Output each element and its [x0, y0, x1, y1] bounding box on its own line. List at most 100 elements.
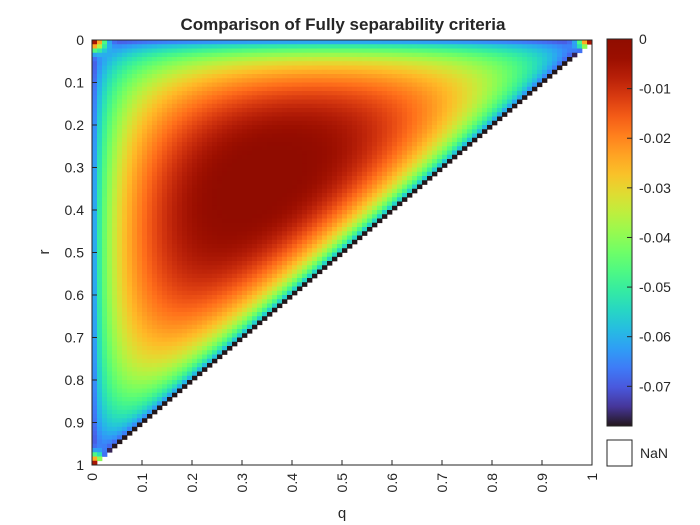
heatmap-cell	[387, 48, 393, 54]
heatmap-cell	[232, 99, 238, 105]
heatmap-cell	[387, 159, 393, 164]
heatmap-cell	[382, 150, 388, 156]
heatmap-cell	[417, 44, 423, 49]
heatmap-cell	[97, 286, 103, 292]
heatmap-cell	[412, 65, 418, 71]
heatmap-cell	[172, 341, 178, 347]
heatmap-cell	[307, 61, 313, 66]
heatmap-cell	[202, 137, 208, 143]
heatmap-cell	[257, 82, 263, 88]
heatmap-cell	[397, 142, 403, 147]
heatmap-cell	[287, 40, 293, 45]
heatmap-cell	[117, 405, 123, 411]
heatmap-cell	[242, 333, 248, 338]
heatmap-cell	[267, 269, 273, 275]
heatmap-cell	[547, 44, 553, 49]
heatmap-cell	[137, 146, 143, 151]
heatmap-cell	[262, 184, 268, 190]
heatmap-cell	[457, 125, 463, 130]
heatmap-cell	[97, 354, 103, 360]
heatmap-cell	[227, 159, 233, 164]
heatmap-cell	[177, 371, 183, 377]
heatmap-cell	[357, 150, 363, 156]
heatmap-cell	[197, 278, 203, 283]
heatmap-cell	[312, 159, 318, 164]
heatmap-cell	[112, 414, 118, 419]
heatmap-cell	[97, 367, 103, 372]
heatmap-cell	[287, 99, 293, 105]
heatmap-cell	[347, 231, 353, 236]
heatmap-cell	[182, 171, 188, 177]
heatmap-cell	[122, 397, 128, 402]
heatmap-cell	[497, 48, 503, 54]
heatmap-cell	[417, 78, 423, 83]
heatmap-cell	[192, 273, 198, 279]
heatmap-cell	[107, 265, 113, 270]
heatmap-cell	[282, 299, 288, 304]
heatmap-cell	[132, 103, 138, 109]
heatmap-cell	[142, 324, 148, 330]
heatmap-cell	[272, 146, 278, 151]
heatmap-cell	[177, 278, 183, 283]
heatmap-cell	[232, 329, 238, 334]
heatmap-cell	[152, 265, 158, 270]
heatmap-cell	[232, 252, 238, 258]
heatmap-cell	[167, 354, 173, 360]
heatmap-cell	[427, 108, 433, 113]
heatmap-cell	[197, 367, 203, 372]
heatmap-cell	[447, 82, 453, 88]
heatmap-cell	[302, 205, 308, 211]
heatmap-cell	[307, 278, 313, 283]
heatmap-cell	[197, 329, 203, 334]
heatmap-cell	[332, 231, 338, 236]
heatmap-cell	[297, 44, 303, 49]
heatmap-cell	[102, 290, 108, 296]
heatmap-cell	[227, 269, 233, 275]
heatmap-cell	[142, 286, 148, 292]
heatmap-cell	[372, 163, 378, 168]
heatmap-cell	[247, 210, 253, 215]
heatmap-cell	[167, 316, 173, 321]
heatmap-cell	[347, 82, 353, 88]
heatmap-cell	[222, 61, 228, 66]
heatmap-cell	[237, 74, 243, 79]
heatmap-cell	[317, 210, 323, 215]
heatmap-cell	[112, 273, 118, 279]
heatmap-cell	[312, 261, 318, 266]
heatmap-cell	[207, 282, 213, 287]
heatmap-cell	[402, 176, 408, 181]
heatmap-cell	[167, 142, 173, 147]
heatmap-cell	[187, 78, 193, 83]
heatmap-cell	[177, 69, 183, 75]
heatmap-cell	[122, 150, 128, 156]
heatmap-cell	[352, 180, 358, 185]
heatmap-cell	[272, 74, 278, 79]
heatmap-cell	[92, 133, 98, 139]
heatmap-cell	[202, 350, 208, 355]
heatmap-cell	[407, 112, 413, 117]
heatmap-cell	[97, 282, 103, 287]
heatmap-cell	[352, 103, 358, 109]
heatmap-cell	[157, 142, 163, 147]
heatmap-cell	[332, 167, 338, 173]
heatmap-cell	[192, 358, 198, 364]
heatmap-cell	[182, 312, 188, 317]
heatmap-cell	[177, 337, 183, 343]
heatmap-cell	[297, 227, 303, 232]
heatmap-cell	[332, 44, 338, 49]
heatmap-cell	[292, 265, 298, 270]
heatmap-cell	[257, 40, 263, 45]
heatmap-cell	[342, 227, 348, 232]
heatmap-cell	[182, 176, 188, 181]
heatmap-cell	[222, 286, 228, 292]
heatmap-cell	[127, 52, 133, 58]
heatmap-cell	[337, 167, 343, 173]
heatmap-cell	[102, 397, 108, 402]
heatmap-cell	[282, 91, 288, 96]
heatmap-cell	[122, 252, 128, 258]
heatmap-cell	[302, 137, 308, 143]
heatmap-cell	[167, 74, 173, 79]
heatmap-cell	[92, 137, 98, 143]
heatmap-cell	[262, 286, 268, 292]
heatmap-cell	[347, 137, 353, 143]
